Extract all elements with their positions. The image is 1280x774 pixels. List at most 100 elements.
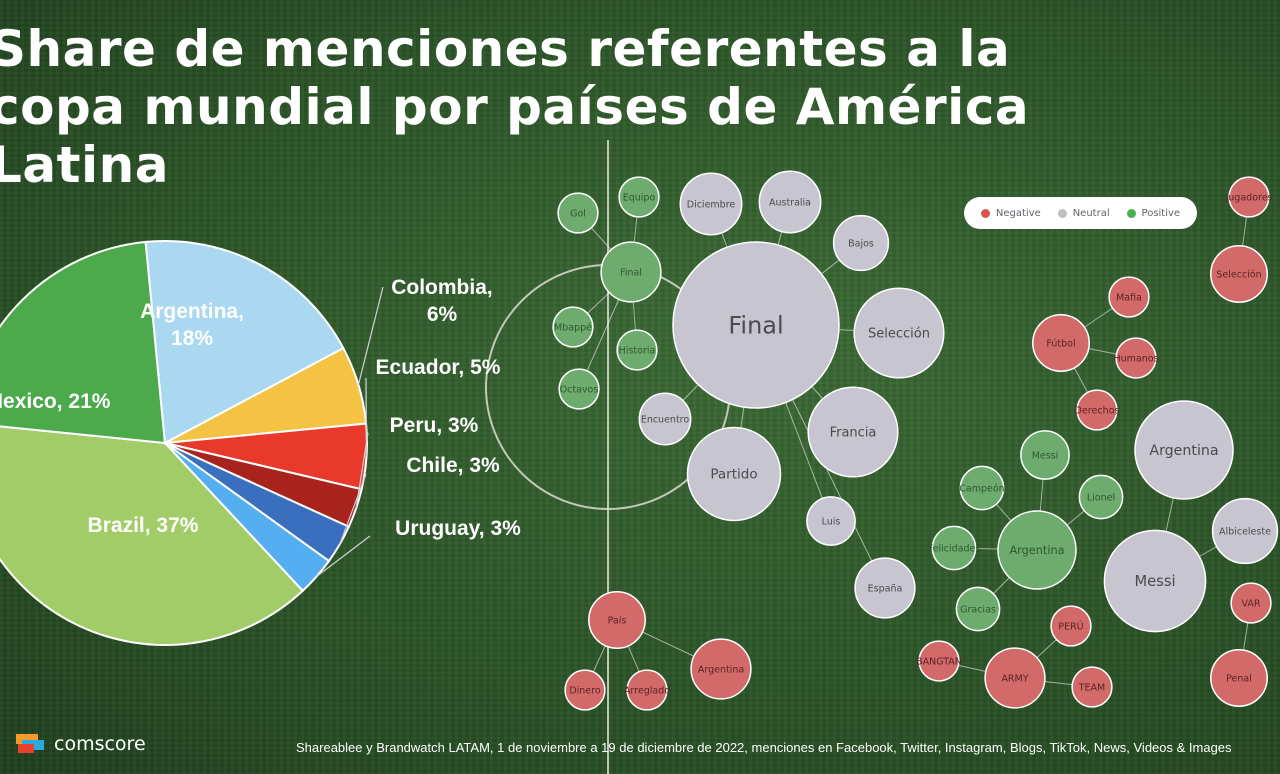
bubble-futbol-negative-circle (1032, 314, 1090, 372)
bubble-albiceleste-neutral-label: Albiceleste (1219, 526, 1271, 537)
pie-slice-ecuador-label: Ecuador, 5% (376, 356, 501, 379)
pie-slice-chile-label: Chile, 3% (406, 454, 500, 477)
bubble-gol-positive: Gol (557, 192, 599, 234)
pie-slice-brazil-label: Brazil, 37% (88, 514, 199, 537)
bubble-bajos-neutral-label: Bajos (848, 238, 874, 249)
bubble-encuentro-neutral-circle (638, 392, 692, 446)
pie-slice-uruguay-label: Uruguay, 3% (395, 517, 521, 540)
bubble-mbappe-positive: Mbappé (552, 306, 594, 348)
bubble-albiceleste-neutral: Albiceleste (1211, 497, 1279, 565)
bubble-octavos-positive: Octavos (558, 368, 600, 410)
bubble-gracias-positive: Gracias (955, 586, 1001, 632)
pie-slice-brazil (0, 425, 305, 646)
bubble-var-negative-circle (1230, 582, 1272, 624)
bubble-bangtan-negative-circle (918, 640, 960, 682)
bubble-diciembre-neutral-circle (679, 172, 743, 236)
bubble-gol-positive-label: Gol (570, 208, 586, 219)
legend-item-neutral: Neutral (1057, 207, 1110, 219)
brand-name: comscore (54, 733, 146, 755)
bubble-partido-neutral-circle (686, 426, 782, 522)
bubble-pais-negative-circle (588, 591, 646, 649)
bubble-pais-negative: País (588, 591, 646, 649)
bubble-historia-positive-label: Historia (619, 345, 656, 356)
bubble-argentina-positive: Argentina (997, 510, 1077, 590)
bubble-albiceleste-neutral-circle (1211, 497, 1279, 565)
bubble-espana-neutral: España (854, 557, 916, 619)
bubble-final-positive: Final (600, 241, 662, 303)
bubble-lionel-positive-label: Lionel (1087, 492, 1115, 503)
bubble-final-positive-circle (600, 241, 662, 303)
bubble-mafia-negative-circle (1108, 276, 1150, 318)
pie-slice-peru-label: Peru, 3% (390, 414, 479, 437)
legend-dot-positive (1126, 208, 1136, 218)
bubble-army-negative-label: ARMY (1001, 673, 1028, 684)
pie-slice-colombia-label: Colombia, 6% (391, 276, 493, 326)
bubble-peru-negative-circle (1050, 605, 1092, 647)
bubble-partido-neutral: Partido (686, 426, 782, 522)
bubble-legend: Negative Neutral Positive (964, 197, 1197, 229)
bubble-octavos-positive-label: Octavos (560, 384, 599, 395)
bubble-final-neutral: Final (672, 241, 840, 409)
bubble-jugadores-negative-circle (1228, 176, 1270, 218)
bubble-australia-neutral-label: Australia (769, 197, 811, 208)
bubble-felicidades-positive-circle (931, 525, 977, 571)
bubble-argentina-neutral-label: Argentina (1149, 443, 1218, 459)
bubble-derechos-negative-circle (1076, 389, 1118, 431)
bubble-humanos-negative-circle (1115, 337, 1157, 379)
source-note: Shareablee y Brandwatch LATAM, 1 de novi… (296, 740, 1232, 755)
bubble-humanos-negative-label: Humanos (1113, 353, 1158, 364)
bubble-lionel-positive: Lionel (1078, 474, 1124, 520)
bubble-seleccion-negative-circle (1210, 245, 1268, 303)
bubble-luis-neutral-label: Luis (822, 516, 841, 527)
bubble-futbol-negative-label: Fútbol (1046, 338, 1075, 349)
bubble-final-neutral-label: Final (728, 311, 783, 339)
bubble-argentina-negative: Argentina (690, 638, 752, 700)
bubble-dinero-negative: Dinero (564, 669, 606, 711)
bubble-seleccion-neutral-circle (853, 287, 945, 379)
bubble-francia-neutral-circle (807, 386, 899, 478)
brand-logo: comscore (16, 732, 146, 756)
bubble-octavos-positive-circle (558, 368, 600, 410)
legend-item-negative: Negative (980, 208, 1041, 219)
bubble-campeon-positive-circle (959, 465, 1005, 511)
bubble-messi-positive-label: Messi (1032, 450, 1059, 461)
bubble-seleccion-negative: Selección (1210, 245, 1268, 303)
legend-dot-neutral (1057, 208, 1067, 218)
bubble-penal-negative-circle (1210, 649, 1268, 707)
pie-slice-mexico (0, 240, 167, 445)
bubble-encuentro-neutral: Encuentro (638, 392, 692, 446)
bubble-australia-neutral-circle (758, 170, 822, 234)
bubble-mafia-negative-label: Mafia (1116, 292, 1142, 303)
pie-slice-chile-leader (339, 473, 367, 545)
bubble-army-negative-circle (984, 647, 1046, 709)
bubble-espana-neutral-circle (854, 557, 916, 619)
bubble-penal-negative: Penal (1210, 649, 1268, 707)
bubble-campeon-positive-label: Campeón (959, 483, 1004, 494)
bubble-argentina-positive-label: Argentina (1009, 544, 1064, 557)
bubble-messi-positive-circle (1020, 430, 1070, 480)
legend-label-positive: Positive (1141, 207, 1181, 219)
bubble-peru-negative: PERÚ (1050, 605, 1092, 647)
bubble-seleccion-neutral-label: Selección (868, 327, 930, 342)
bubble-felicidades-positive: Felicidades (928, 525, 981, 571)
bubble-argentina-negative-label: Argentina (698, 664, 744, 675)
bubble-luis-neutral: Luis (806, 496, 856, 546)
bubble-dinero-negative-circle (564, 669, 606, 711)
bubble-argentina-neutral: Argentina (1134, 400, 1234, 500)
bubble-messi-neutral-circle (1103, 529, 1207, 633)
bubble-partido-neutral-label: Partido (710, 467, 757, 483)
bubble-pais-negative-label: País (608, 615, 627, 626)
bubble-chart: Final Selección Francia Partido Diciembre Aus… (552, 170, 1279, 711)
bubble-bajos-neutral: Bajos (832, 214, 890, 272)
bubble-francia-neutral: Francia (807, 386, 899, 478)
bubble-army-negative: ARMY (984, 647, 1046, 709)
bubble-peru-negative-label: PERÚ (1058, 620, 1083, 632)
bubble-historia-positive-circle (616, 329, 658, 371)
pie-labels: Brazil, 37% Mexico, 21% Argentina,18% Colom… (0, 276, 521, 577)
bubble-lionel-positive-circle (1078, 474, 1124, 520)
bubble-team-negative-circle (1071, 666, 1113, 708)
bubble-bangtan-negative-label: BANGTAN (916, 656, 962, 667)
bubble-gracias-positive-label: Gracias (960, 604, 996, 615)
legend-label-neutral: Neutral (1072, 207, 1110, 219)
bubble-felicidades-positive-label: Felicidades (928, 543, 981, 554)
